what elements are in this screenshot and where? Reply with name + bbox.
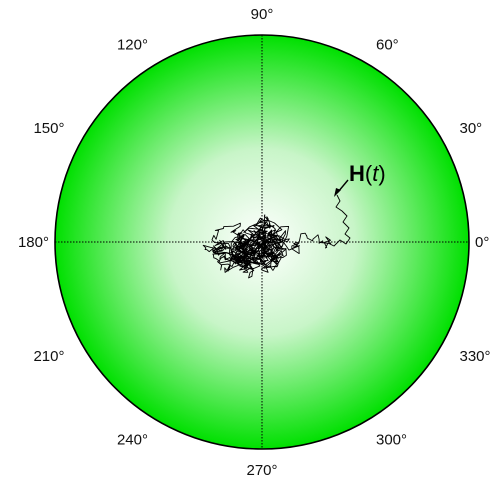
h-time-variable: t bbox=[372, 161, 379, 186]
angle-label-330: 330° bbox=[460, 348, 491, 365]
h-t-label: H(t) bbox=[349, 161, 386, 186]
angle-label-0: 0° bbox=[475, 234, 489, 251]
angle-label-30: 30° bbox=[460, 120, 483, 137]
angle-label-210: 210° bbox=[33, 348, 64, 365]
h-close-paren: ) bbox=[378, 161, 385, 186]
angle-label-150: 150° bbox=[33, 120, 64, 137]
angle-label-60: 60° bbox=[376, 37, 399, 54]
angle-label-180: 180° bbox=[18, 234, 49, 251]
h-t-trajectory bbox=[202, 194, 351, 279]
angle-label-270: 270° bbox=[246, 462, 277, 479]
angle-label-300: 300° bbox=[376, 432, 407, 449]
label-arrowhead bbox=[334, 188, 341, 197]
h-symbol: H bbox=[349, 161, 365, 186]
angle-label-120: 120° bbox=[117, 37, 148, 54]
angle-label-240: 240° bbox=[117, 432, 148, 449]
angle-label-90: 90° bbox=[251, 6, 274, 23]
angle-labels: 0° 30° 60° 90° 120° 150° 180° 210° 240° 270° 300° 3… bbox=[18, 6, 491, 479]
h-open-paren: ( bbox=[365, 161, 373, 186]
